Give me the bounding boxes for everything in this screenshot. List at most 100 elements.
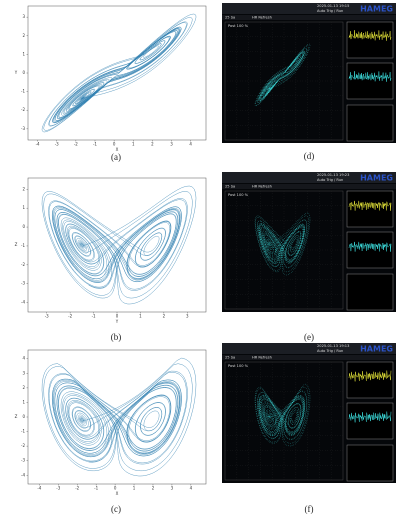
y-tick-label: 4 [22,356,25,361]
y-tick-label: -2 [21,443,25,448]
refresh-mode: HR Refresh [252,16,272,20]
channel-box [346,104,394,142]
x-tick-label: -3 [55,142,59,147]
x-tick-label: 1 [133,486,136,491]
x-tick-label: -4 [36,142,40,147]
y-tick-label: -2 [21,262,25,267]
x-tick-label: -3 [45,314,49,319]
sample-rate: 25 Sa [225,356,235,360]
y-tick-label: 2 [22,186,25,191]
panel-label: (b) [111,332,122,342]
y-axis-label: Z [15,414,18,419]
y-tick-label: -1 [21,89,25,94]
refresh-mode: HR Refresh [252,185,272,189]
x-tick-label: 2 [152,486,155,491]
y-tick-label: 3 [22,370,25,375]
y-tick-label: 2 [22,385,25,390]
y-tick-label: -1 [21,243,25,248]
sample-rate: 25 Sa [225,185,235,189]
x-tick-label: 3 [186,314,189,319]
timestamp: 2025-01-13 19:15 [317,4,349,8]
y-tick-label: 3 [22,14,25,19]
x-tick-label: 1 [132,142,135,147]
trigger-mode: Auto Trig / Run [317,178,343,182]
channel-box [346,21,394,59]
panel-label: (f) [305,504,314,514]
trigger-mode: Auto Trig / Run [317,349,343,353]
y-axis-label: Y [14,70,18,75]
y-tick-label: 1 [22,51,25,56]
channel-box [346,190,394,228]
x-tick-label: 0 [113,142,116,147]
y-tick-label: 0 [22,414,25,419]
sample-rate: 25 Sa [225,16,235,20]
y-tick-label: -3 [21,281,25,286]
channel-waveform [348,370,392,382]
y-tick-label: 1 [22,399,25,404]
channel-waveform [348,241,392,252]
y-tick-label: -4 [21,472,25,477]
x-tick-label: 3 [171,486,174,491]
channel-box [346,361,394,399]
x-tick-label: 4 [189,142,192,147]
x-tick-label: -3 [56,486,60,491]
channel-box [346,231,394,269]
y-tick-label: 1 [22,205,25,210]
xy-trace [254,43,311,107]
y-tick-label: -4 [21,300,25,305]
x-axis-label: X [116,491,119,496]
x-tick-label: -2 [74,142,78,147]
y-tick-label: -3 [21,458,25,463]
channel-box [346,444,394,482]
channel-box [346,402,394,440]
post-trigger: Post 100 % [228,193,249,197]
x-tick-label: 0 [116,314,119,319]
timestamp: 2025-01-13 19:13 [317,344,349,348]
x-tick-label: -1 [94,486,98,491]
attractor-curve [41,357,197,477]
status-bar [222,184,396,189]
panel-label: (c) [111,504,121,514]
timestamp: 2025-01-13 19:23 [317,173,349,177]
panel-label: (e) [304,332,314,342]
y-tick-label: -2 [21,107,25,112]
header-bar [222,3,396,14]
plot-frame [27,349,207,485]
trigger-mode: Auto Trig / Run [317,9,343,13]
channel-waveform [348,200,392,211]
x-tick-label: 1 [139,314,142,319]
attractor-curve [41,13,197,133]
header-bar [222,172,396,183]
y-tick-label: -1 [21,429,25,434]
x-axis-label: Y [115,319,119,324]
y-tick-label: 0 [22,224,25,229]
status-bar [222,15,396,20]
panel-label: (d) [304,151,315,161]
x-tick-label: 2 [151,142,154,147]
y-tick-label: 0 [22,70,25,75]
post-trigger: Post 100 % [228,364,249,368]
x-tick-label: -4 [37,486,41,491]
channel-waveform [348,411,392,423]
xy-trace [254,383,311,447]
refresh-mode: HR Refresh [252,356,272,360]
y-tick-label: -3 [21,126,25,131]
brand-logo: HAMEG [360,5,393,14]
x-tick-label: 0 [114,486,117,491]
y-axis-label: Z [15,242,18,247]
x-tick-label: -1 [92,314,96,319]
channel-waveform [348,71,392,82]
attractor-curve [41,185,197,305]
y-tick-label: 2 [22,33,25,38]
xy-trace [254,212,311,276]
x-tick-label: 4 [190,486,193,491]
x-tick-label: 3 [170,142,173,147]
post-trigger: Post 100 % [228,24,249,28]
panel-label: (a) [111,152,121,162]
x-tick-label: -1 [93,142,97,147]
channel-box [346,273,394,311]
x-tick-label: 2 [163,314,166,319]
